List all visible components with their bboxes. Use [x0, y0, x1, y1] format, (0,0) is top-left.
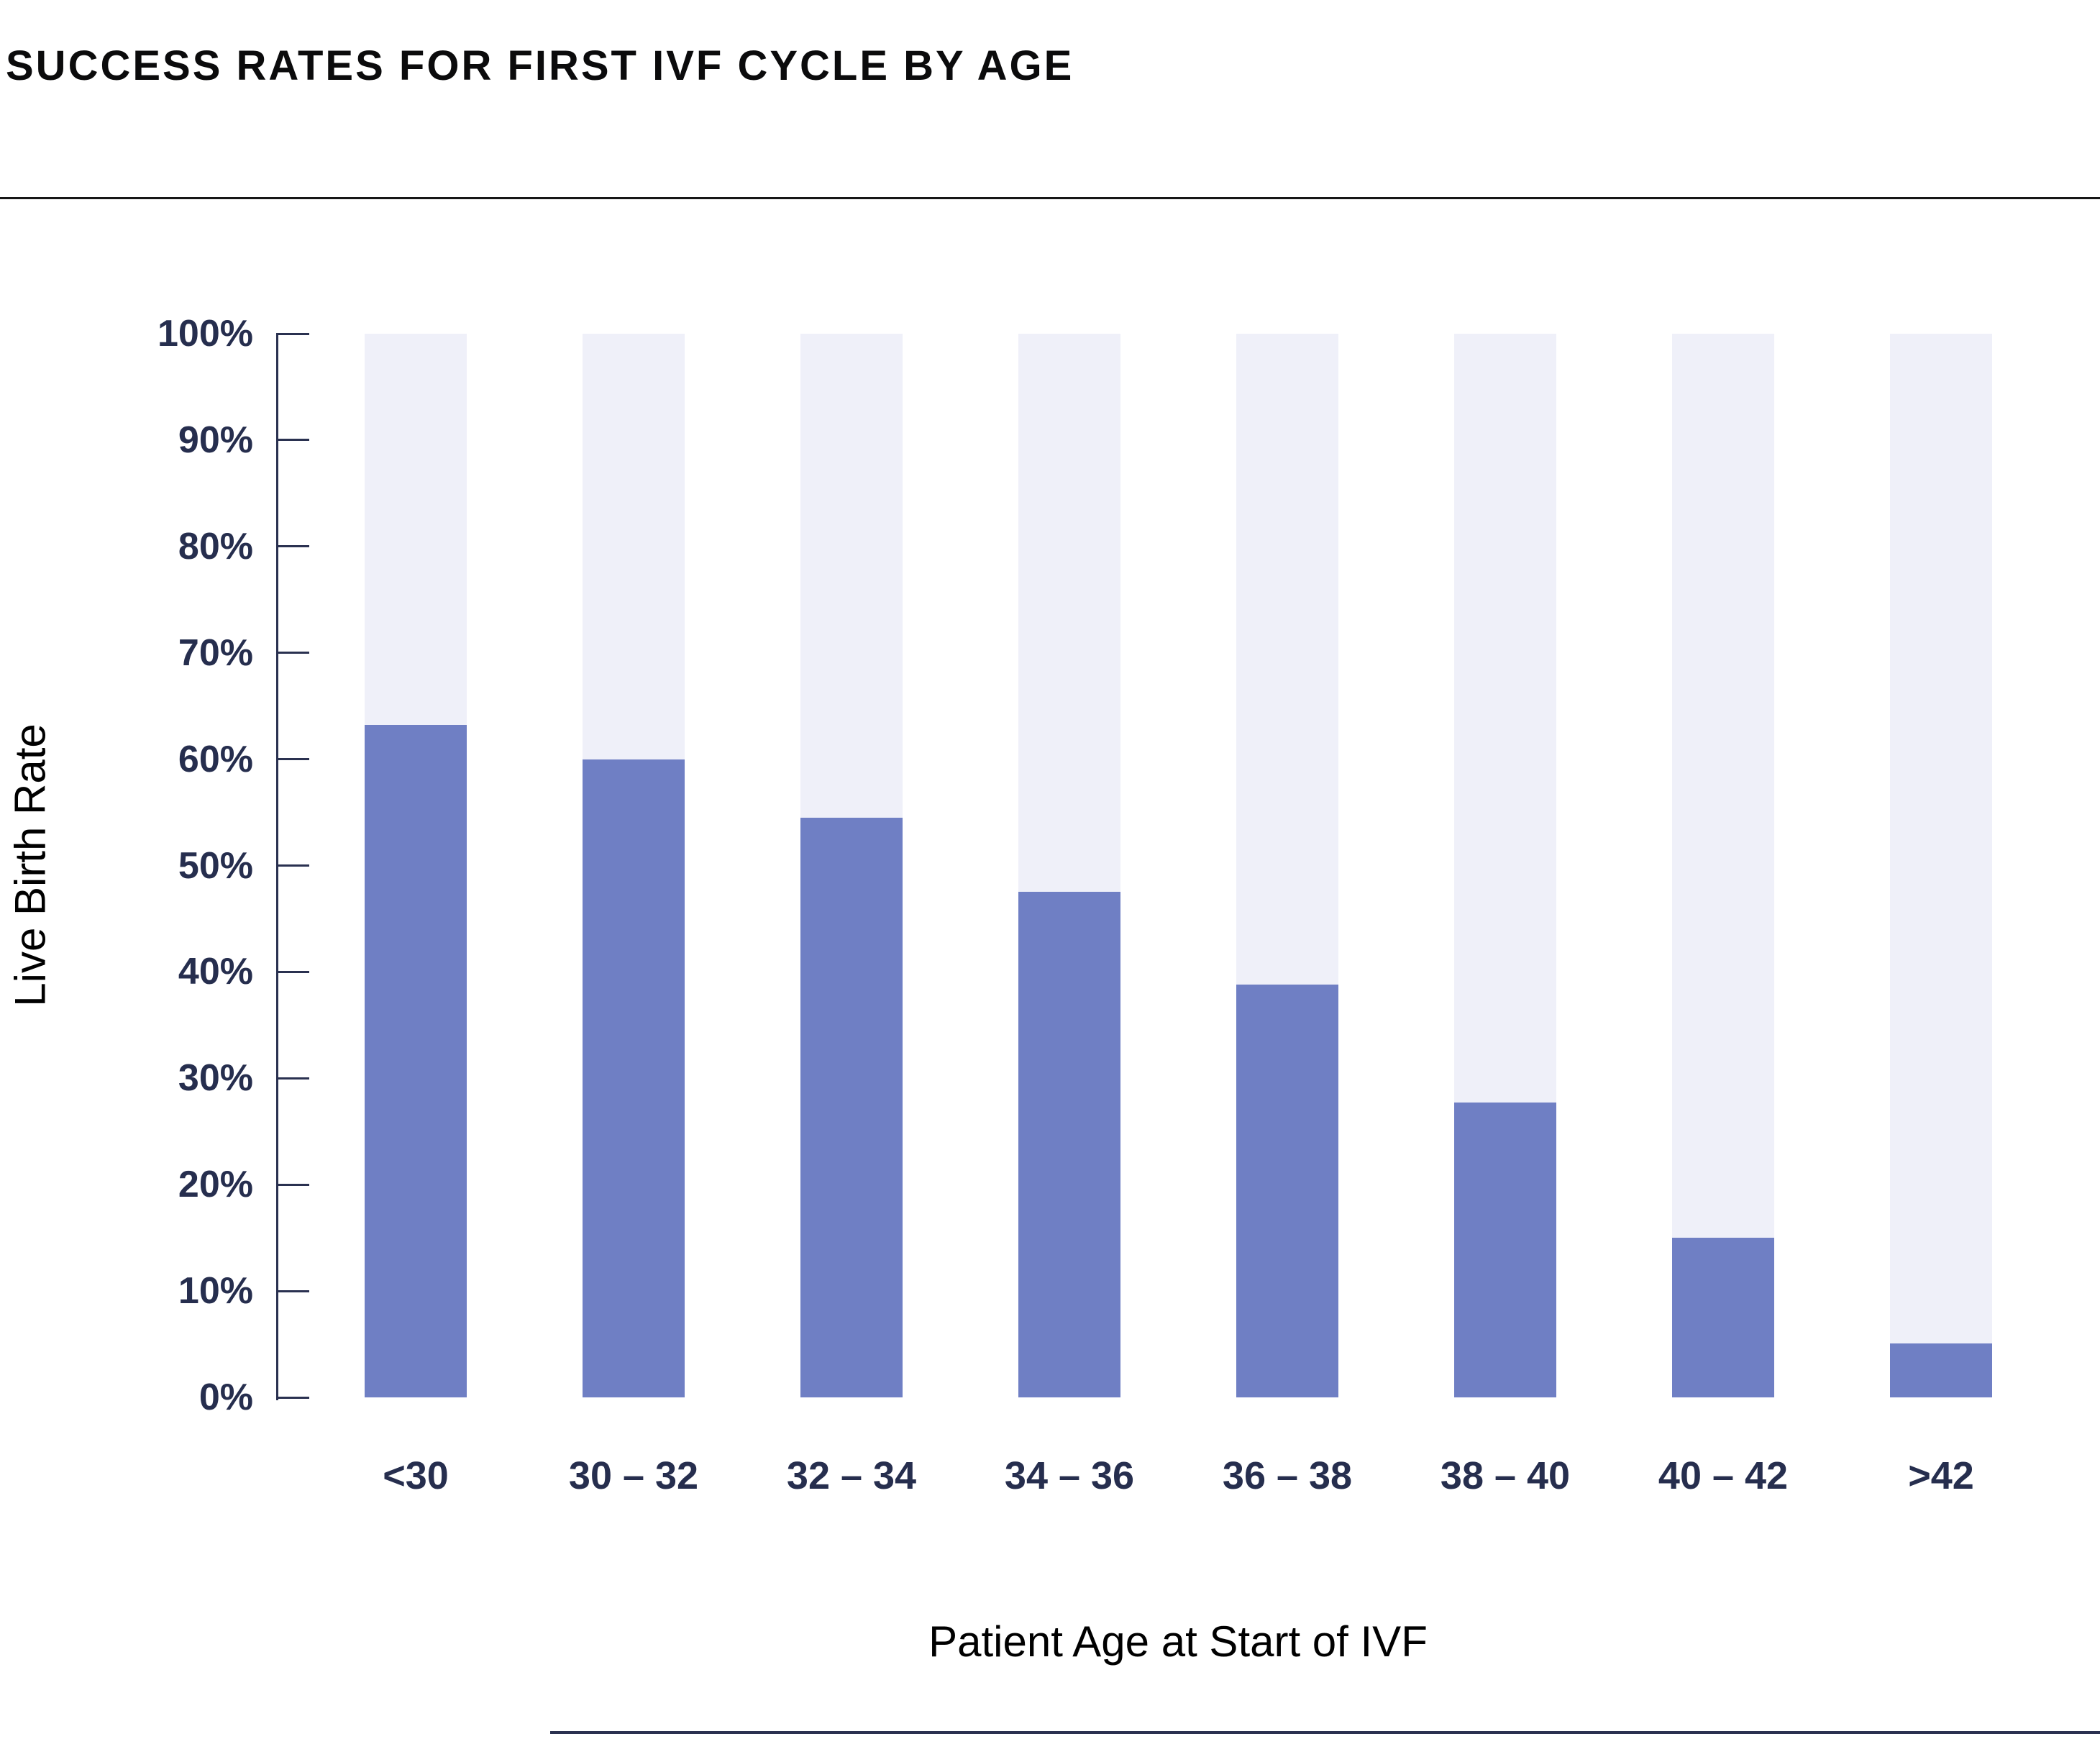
y-axis-line: [276, 334, 278, 1400]
y-tick-label-10%: 10%: [178, 1270, 253, 1313]
x-tick-label-38 – 40: 38 – 40: [1440, 1454, 1571, 1497]
column-background: [583, 334, 685, 1397]
y-tick-40%: [276, 970, 309, 973]
column-background: [1890, 334, 1992, 1397]
bar-30 – 32: [583, 759, 685, 1397]
column-background: [1672, 334, 1774, 1397]
column-background: [1018, 334, 1120, 1397]
bar-40 – 42: [1672, 1238, 1774, 1397]
column-background: [800, 334, 903, 1397]
bar-36 – 38: [1236, 985, 1338, 1397]
y-tick-label-80%: 80%: [178, 525, 253, 567]
x-axis-line: [550, 1731, 2100, 1734]
y-tick-label-100%: 100%: [158, 313, 253, 355]
title-divider: [0, 197, 2100, 199]
x-tick-label-32 – 34: 32 – 34: [786, 1454, 917, 1497]
x-tick-label-30 – 32: 30 – 32: [568, 1454, 699, 1497]
column-background: [1454, 334, 1556, 1397]
y-tick-90%: [276, 439, 309, 442]
bar-<30: [365, 725, 467, 1397]
x-tick-label-34 – 36: 34 – 36: [1004, 1454, 1135, 1497]
x-tick-label->42: >42: [1908, 1454, 1974, 1497]
y-tick-label-40%: 40%: [178, 951, 253, 993]
y-tick-label-20%: 20%: [178, 1164, 253, 1206]
chart-title: SUCCESS RATES FOR FIRST IVF CYCLE BY AGE: [6, 42, 1074, 89]
x-tick-label-36 – 38: 36 – 38: [1222, 1454, 1353, 1497]
x-tick-label-40 – 42: 40 – 42: [1658, 1454, 1789, 1497]
y-tick-label-50%: 50%: [178, 844, 253, 887]
plot-area: [276, 332, 2100, 1734]
y-tick-50%: [276, 864, 309, 867]
column-background: [1236, 334, 1338, 1397]
y-tick-label-60%: 60%: [178, 738, 253, 780]
y-tick-0%: [276, 1396, 309, 1399]
y-tick-label-0%: 0%: [198, 1377, 253, 1418]
bar-34 – 36: [1018, 892, 1120, 1397]
y-tick-60%: [276, 758, 309, 761]
y-tick-30%: [276, 1077, 309, 1080]
y-tick-label-70%: 70%: [178, 631, 253, 674]
bar-32 – 34: [800, 817, 903, 1397]
y-tick-label-30%: 30%: [178, 1057, 253, 1100]
y-tick-20%: [276, 1183, 309, 1186]
x-tick-label-<30: <30: [383, 1454, 449, 1497]
y-tick-70%: [276, 652, 309, 654]
bar->42: [1890, 1343, 1992, 1397]
x-axis-title: Patient Age at Start of IVF: [928, 1617, 1428, 1666]
y-tick-100%: [276, 332, 309, 335]
column-background: [365, 334, 467, 1397]
y-tick-80%: [276, 545, 309, 548]
bar-38 – 40: [1454, 1103, 1556, 1397]
y-tick-10%: [276, 1290, 309, 1292]
y-tick-label-90%: 90%: [178, 419, 253, 461]
